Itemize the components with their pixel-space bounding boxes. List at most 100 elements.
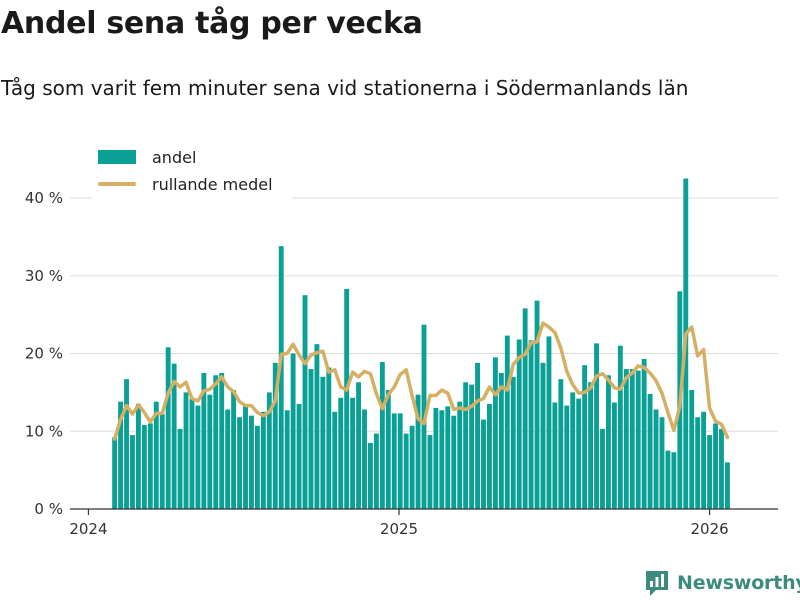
bar-andel-51[interactable] — [415, 394, 421, 509]
bar-andel-5[interactable] — [141, 425, 147, 509]
bar-andel-1[interactable] — [118, 401, 124, 509]
bar-andel-10[interactable] — [171, 363, 177, 509]
bar-andel-93[interactable] — [665, 450, 671, 509]
bar-andel-23[interactable] — [249, 415, 254, 509]
bar-andel-35[interactable] — [320, 376, 326, 509]
brand[interactable]: Newsworthy — [644, 569, 800, 597]
bar-andel-2[interactable] — [124, 379, 129, 509]
bar-andel-101[interactable] — [713, 423, 718, 509]
bar-andel-33[interactable] — [308, 369, 314, 509]
bar-andel-6[interactable] — [147, 423, 153, 509]
bar-andel-83[interactable] — [606, 375, 611, 509]
bar-andel-79[interactable] — [582, 365, 588, 509]
bar-andel-41[interactable] — [356, 382, 361, 509]
bar-andel-59[interactable] — [463, 382, 469, 509]
bar-andel-54[interactable] — [433, 407, 439, 509]
bar-andel-39[interactable] — [344, 288, 350, 509]
bar-andel-42[interactable] — [362, 409, 367, 509]
bar-andel-31[interactable] — [296, 404, 302, 509]
bar-andel-99[interactable] — [701, 411, 707, 509]
bar-andel-92[interactable] — [659, 417, 665, 509]
bar-andel-69[interactable] — [522, 308, 528, 509]
bar-andel-85[interactable] — [617, 345, 623, 509]
bar-andel-19[interactable] — [225, 409, 231, 509]
bar-andel-28[interactable] — [278, 246, 284, 509]
bar-andel-14[interactable] — [195, 405, 201, 509]
bar-andel-47[interactable] — [391, 413, 397, 509]
legend-entry-rullande-medel[interactable]: rullande medel — [92, 173, 273, 195]
bar-andel-81[interactable] — [594, 343, 599, 509]
bar-andel-46[interactable] — [385, 390, 391, 509]
bar-andel-62[interactable] — [481, 419, 486, 509]
bar-andel-67[interactable] — [510, 376, 516, 509]
bar-andel-16[interactable] — [207, 394, 213, 509]
bar-andel-45[interactable] — [379, 362, 385, 509]
bar-andel-3[interactable] — [130, 435, 135, 509]
bar-andel-11[interactable] — [177, 428, 183, 509]
bar-andel-15[interactable] — [201, 372, 207, 509]
bar-andel-29[interactable] — [284, 410, 290, 509]
bar-andel-65[interactable] — [498, 372, 504, 509]
bar-andel-78[interactable] — [576, 398, 582, 509]
bar-andel-102[interactable] — [719, 428, 724, 509]
bar-andel-25[interactable] — [260, 411, 266, 509]
bar-andel-74[interactable] — [552, 402, 558, 509]
bar-andel-82[interactable] — [600, 428, 605, 509]
bar-andel-44[interactable] — [373, 433, 379, 509]
bar-andel-84[interactable] — [611, 402, 617, 509]
legend-entry-andel[interactable]: andel — [92, 146, 196, 168]
bar-andel-9[interactable] — [165, 347, 171, 509]
bar-andel-64[interactable] — [492, 357, 498, 509]
bar-andel-73[interactable] — [546, 336, 552, 509]
bar-andel-56[interactable] — [445, 406, 451, 509]
bar-andel-90[interactable] — [647, 393, 653, 509]
bar-andel-37[interactable] — [332, 411, 338, 509]
bar-andel-91[interactable] — [653, 409, 659, 509]
bar-andel-66[interactable] — [504, 335, 510, 509]
bar-andel-36[interactable] — [326, 367, 332, 510]
bar-andel-20[interactable] — [231, 390, 237, 509]
bar-andel-43[interactable] — [368, 442, 373, 509]
bar-andel-71[interactable] — [534, 300, 540, 509]
bar-andel-7[interactable] — [153, 401, 159, 509]
bar-andel-57[interactable] — [451, 415, 457, 509]
bar-andel-34[interactable] — [314, 344, 320, 509]
bar-andel-12[interactable] — [183, 392, 189, 510]
bar-andel-103[interactable] — [724, 462, 730, 509]
bar-andel-24[interactable] — [254, 425, 260, 509]
bar-andel-68[interactable] — [516, 339, 522, 510]
bar-andel-100[interactable] — [707, 435, 713, 509]
bar-andel-32[interactable] — [302, 295, 308, 509]
bar-andel-50[interactable] — [409, 425, 415, 509]
bar-andel-86[interactable] — [623, 369, 629, 509]
bar-andel-30[interactable] — [290, 353, 296, 510]
bar-andel-70[interactable] — [528, 340, 534, 509]
bar-andel-21[interactable] — [237, 417, 242, 509]
bar-andel-38[interactable] — [338, 397, 344, 509]
line-rullande-medel[interactable] — [112, 321, 730, 441]
bar-andel-13[interactable] — [189, 398, 195, 509]
bar-andel-55[interactable] — [439, 410, 445, 509]
bar-andel-88[interactable] — [635, 370, 641, 509]
bar-andel-77[interactable] — [570, 392, 576, 510]
bar-andel-53[interactable] — [427, 435, 433, 509]
bar-andel-8[interactable] — [159, 414, 165, 509]
bar-andel-61[interactable] — [475, 362, 480, 509]
bar-andel-76[interactable] — [564, 405, 570, 509]
bar-andel-60[interactable] — [469, 384, 475, 509]
bar-andel-87[interactable] — [629, 369, 635, 509]
bar-andel-26[interactable] — [266, 392, 272, 510]
bar-andel-48[interactable] — [397, 413, 403, 509]
bar-andel-98[interactable] — [695, 417, 701, 509]
bar-andel-63[interactable] — [487, 404, 492, 509]
bar-andel-18[interactable] — [219, 372, 225, 509]
bar-andel-72[interactable] — [540, 362, 546, 509]
bar-andel-49[interactable] — [403, 433, 409, 509]
bar-andel-4[interactable] — [135, 404, 141, 509]
bar-andel-27[interactable] — [272, 362, 278, 509]
bar-andel-17[interactable] — [213, 375, 219, 509]
bar-andel-58[interactable] — [457, 401, 463, 509]
bar-andel-40[interactable] — [350, 397, 356, 509]
bar-andel-22[interactable] — [243, 405, 248, 509]
bar-andel-97[interactable] — [689, 390, 695, 509]
